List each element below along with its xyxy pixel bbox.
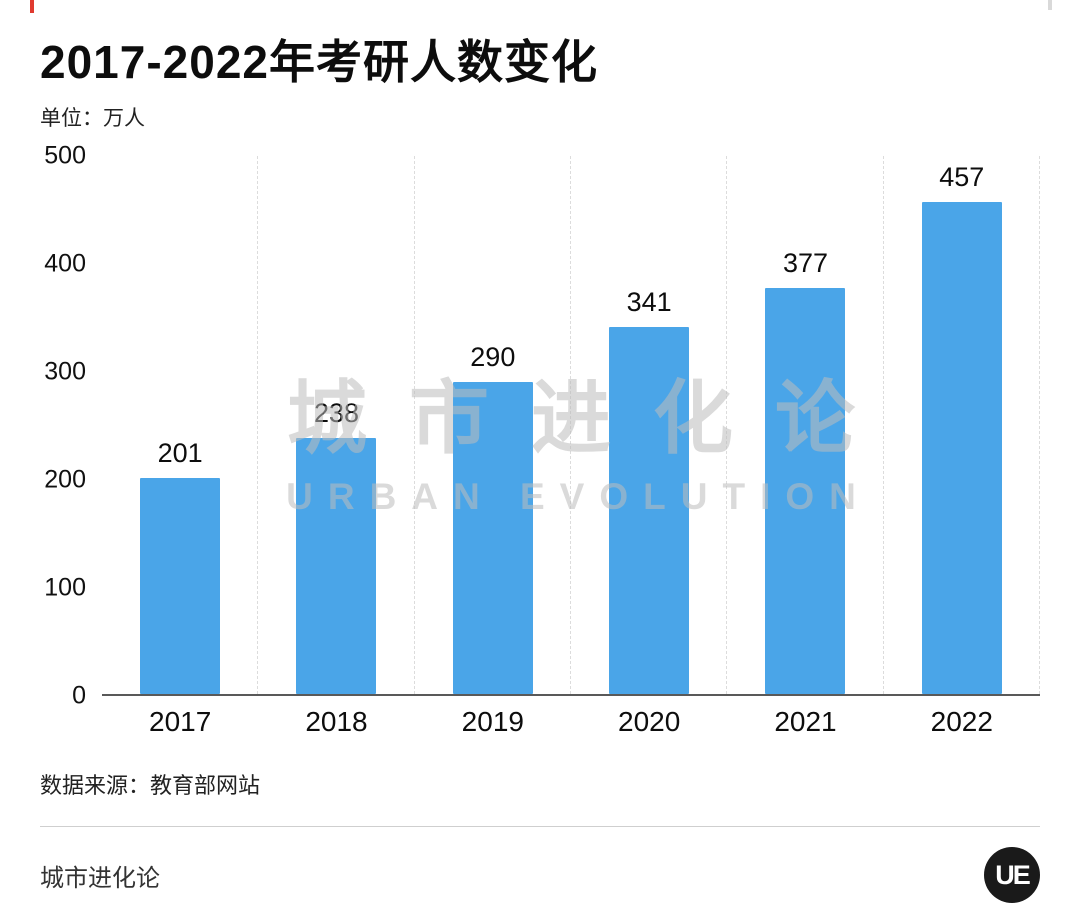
x-tick-label: 2020 [618, 706, 681, 737]
ue-logo-icon: UE [984, 847, 1040, 903]
gridline-cell [571, 156, 728, 694]
y-tick-label: 500 [44, 141, 86, 170]
y-axis: 0 100 200 300 400 500 [40, 142, 102, 710]
bar [140, 477, 221, 694]
x-tick-label: 2017 [149, 706, 212, 737]
value-label: 377 [782, 248, 828, 279]
corner-artifact-gray [1048, 0, 1052, 10]
x-tick-label: 2022 [930, 706, 993, 737]
y-tick-label: 200 [44, 465, 86, 494]
y-tick-label: 400 [44, 249, 86, 278]
gridline-cell [258, 156, 415, 694]
bar [765, 288, 846, 694]
gridlines [102, 156, 1040, 694]
value-label: 238 [313, 397, 360, 428]
footer: 城市进化论 UE [40, 827, 1040, 918]
bar-chart: 0 100 200 300 400 500 201 238 290 341 377 457 城市进化… [40, 142, 1040, 738]
bars-container: 201 238 290 341 377 457 [102, 156, 1040, 694]
value-label: 201 [157, 437, 203, 468]
bar [609, 327, 690, 694]
bar-group-2018: 238 [258, 156, 414, 694]
footer-brand: 城市进化论 [40, 864, 160, 892]
bar-group-2017: 201 [102, 156, 258, 694]
gridline-cell [102, 156, 259, 694]
bar [452, 381, 533, 694]
y-tick-label: 300 [44, 357, 86, 386]
data-source: 数据来源：教育部网站 [40, 773, 261, 798]
bar [921, 202, 1002, 694]
corner-artifact-red [30, 0, 34, 13]
value-label: 341 [626, 287, 672, 318]
x-tick-label: 2019 [461, 706, 524, 737]
plot-area: 201 238 290 341 377 457 城市进化论 URBAN EVOLUTION [102, 156, 1040, 696]
bar-group-2021: 377 [727, 156, 883, 694]
gridline-cell [415, 156, 571, 694]
gridline-cell [727, 156, 884, 694]
gridline-cell [884, 156, 1040, 694]
footer-divider [40, 826, 1040, 827]
x-tick-label: 2018 [305, 706, 368, 737]
x-axis-labels: 2017 2018 2019 2020 2021 2022 [102, 706, 1040, 738]
x-tick-label: 2021 [774, 706, 837, 737]
bar-group-2019: 290 [415, 156, 571, 694]
unit-label: 单位：万人 [40, 107, 145, 130]
y-tick-label: 0 [72, 681, 86, 710]
bar-group-2020: 341 [571, 156, 727, 694]
page-title: 2017-2022年考研人数变化 [40, 36, 598, 88]
value-label: 290 [470, 341, 516, 372]
y-tick-label: 100 [44, 573, 86, 602]
bar [296, 437, 377, 694]
plot-wrap: 201 238 290 341 377 457 城市进化论 URBAN EVOLUTION… [102, 156, 1040, 738]
value-label: 457 [939, 162, 985, 193]
bar-group-2022: 457 [884, 156, 1040, 694]
